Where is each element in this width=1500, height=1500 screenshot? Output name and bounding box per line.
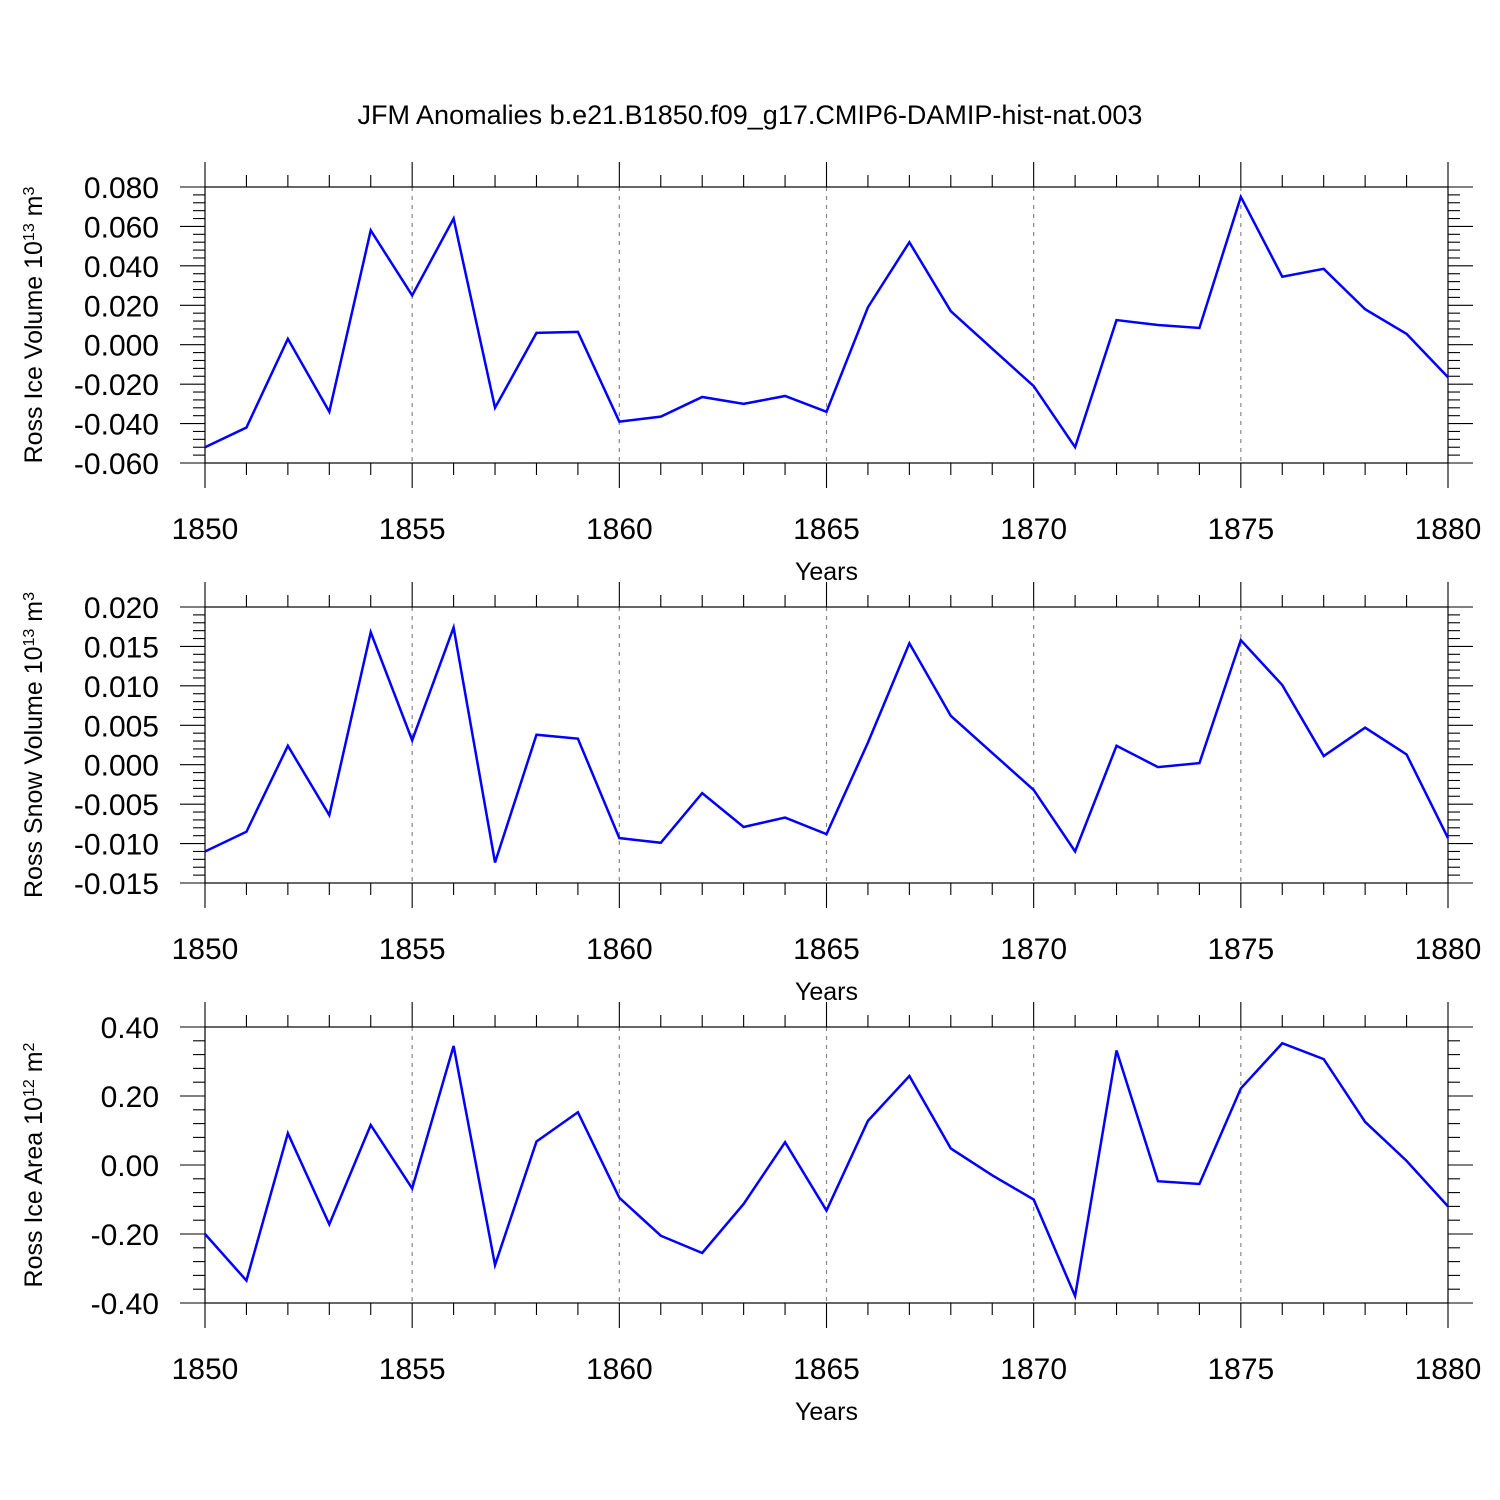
y-tick-label: 0.40 bbox=[101, 1012, 159, 1045]
series-line-3 bbox=[204, 1041, 1449, 1301]
y-axis-label-text: Ross Ice Area 10 bbox=[20, 1097, 48, 1287]
x-tick-label: 1875 bbox=[1207, 513, 1274, 546]
y-axis-label-text: m bbox=[20, 1051, 48, 1079]
plot-frame bbox=[204, 1026, 1449, 1304]
panel-3: 0.40 0.20 0.00 -0.20 -0.40 1850 1855 1860 1865 18… bbox=[20, 1002, 1481, 1426]
y-tick-label: 0.20 bbox=[101, 1081, 159, 1114]
x-tick-label: 1870 bbox=[1000, 1353, 1067, 1386]
y-axis-label: Ross Ice Volume 1013 m3 bbox=[20, 186, 48, 463]
y-tick-label: 0.000 bbox=[84, 750, 159, 783]
y-tick-label: 0.040 bbox=[84, 251, 159, 284]
x-tick-label: 1865 bbox=[793, 1353, 860, 1386]
y-tick-label: 0.00 bbox=[101, 1150, 159, 1183]
y-axis-label-text: m bbox=[20, 195, 48, 223]
panel-2: 0.020 0.015 0.010 0.005 0.000 -0.005 -0.010 -0.… bbox=[20, 582, 1481, 1006]
x-tick-label: 1880 bbox=[1415, 933, 1482, 966]
x-tick-label: 1850 bbox=[172, 933, 239, 966]
y-tick-label: -0.060 bbox=[74, 448, 159, 481]
y-axis-label-superscript: 13 bbox=[21, 223, 38, 241]
x-tick-label: 1860 bbox=[586, 513, 653, 546]
y-axis-label-superscript: 3 bbox=[21, 186, 38, 195]
series-line-2 bbox=[204, 622, 1450, 863]
x-tick-label: 1865 bbox=[793, 513, 860, 546]
x-tick-label: 1860 bbox=[586, 1353, 653, 1386]
y-axis-label-text: m bbox=[20, 601, 48, 629]
y-tick-label: 0.020 bbox=[84, 290, 159, 323]
y-axis-label-superscript: 13 bbox=[21, 629, 38, 647]
x-axis-label: Years bbox=[795, 558, 858, 586]
y-tick-label: 0.060 bbox=[84, 211, 159, 244]
y-axis-label-text: Ross Ice Volume 10 bbox=[20, 241, 48, 463]
y-axis-label: Ross Snow Volume 1013 m3 bbox=[20, 592, 48, 898]
x-axis-label: Years bbox=[795, 1398, 858, 1426]
x-tick-label: 1865 bbox=[793, 933, 860, 966]
y-tick-label: -0.20 bbox=[91, 1219, 159, 1252]
plot-frame bbox=[204, 606, 1449, 884]
y-axis-label-superscript: 2 bbox=[21, 1042, 38, 1051]
y-tick-label: -0.010 bbox=[74, 829, 159, 862]
y-tick-label: 0.010 bbox=[84, 671, 159, 704]
y-axis-label-text: Ross Snow Volume 10 bbox=[20, 646, 48, 898]
plot-frame bbox=[204, 186, 1449, 464]
y-tick-label: 0.005 bbox=[84, 710, 159, 743]
x-tick-label: 1860 bbox=[586, 933, 653, 966]
x-axis-label: Years bbox=[795, 978, 858, 1006]
y-tick-label: 0.020 bbox=[84, 592, 159, 625]
x-tick-label: 1875 bbox=[1207, 1353, 1274, 1386]
x-tick-label: 1870 bbox=[1000, 933, 1067, 966]
panel-1: 0.080 0.060 0.040 0.020 0.000 -0.020 -0.040 -0.… bbox=[20, 162, 1481, 586]
y-tick-label: 0.000 bbox=[84, 330, 159, 363]
series-line-1 bbox=[204, 193, 1449, 451]
y-tick-label: -0.005 bbox=[74, 789, 159, 822]
x-tick-label: 1880 bbox=[1415, 1353, 1482, 1386]
x-tick-label: 1850 bbox=[172, 513, 239, 546]
y-tick-label: -0.015 bbox=[74, 868, 159, 901]
y-axis-label-superscript: 12 bbox=[21, 1079, 38, 1097]
y-tick-label: -0.020 bbox=[74, 369, 159, 402]
x-tick-label: 1855 bbox=[379, 513, 446, 546]
y-axis-label: Ross Ice Area 1012 m2 bbox=[20, 1042, 48, 1287]
y-tick-label: -0.40 bbox=[91, 1288, 159, 1321]
x-tick-label: 1855 bbox=[379, 1353, 446, 1386]
chart-title: JFM Anomalies b.e21.B1850.f09_g17.CMIP6-… bbox=[358, 100, 1143, 130]
x-tick-label: 1870 bbox=[1000, 513, 1067, 546]
x-tick-label: 1850 bbox=[172, 1353, 239, 1386]
x-tick-label: 1875 bbox=[1207, 933, 1274, 966]
x-tick-label: 1855 bbox=[379, 933, 446, 966]
y-axis-label-superscript: 3 bbox=[21, 592, 38, 601]
y-tick-label: 0.080 bbox=[84, 172, 159, 205]
y-tick-label: -0.040 bbox=[74, 409, 159, 442]
y-tick-label: 0.015 bbox=[84, 631, 159, 664]
chart-panels: 0.080 0.060 0.040 0.020 0.000 -0.020 -0.040 -0.… bbox=[20, 162, 1481, 1426]
x-tick-label: 1880 bbox=[1415, 513, 1482, 546]
